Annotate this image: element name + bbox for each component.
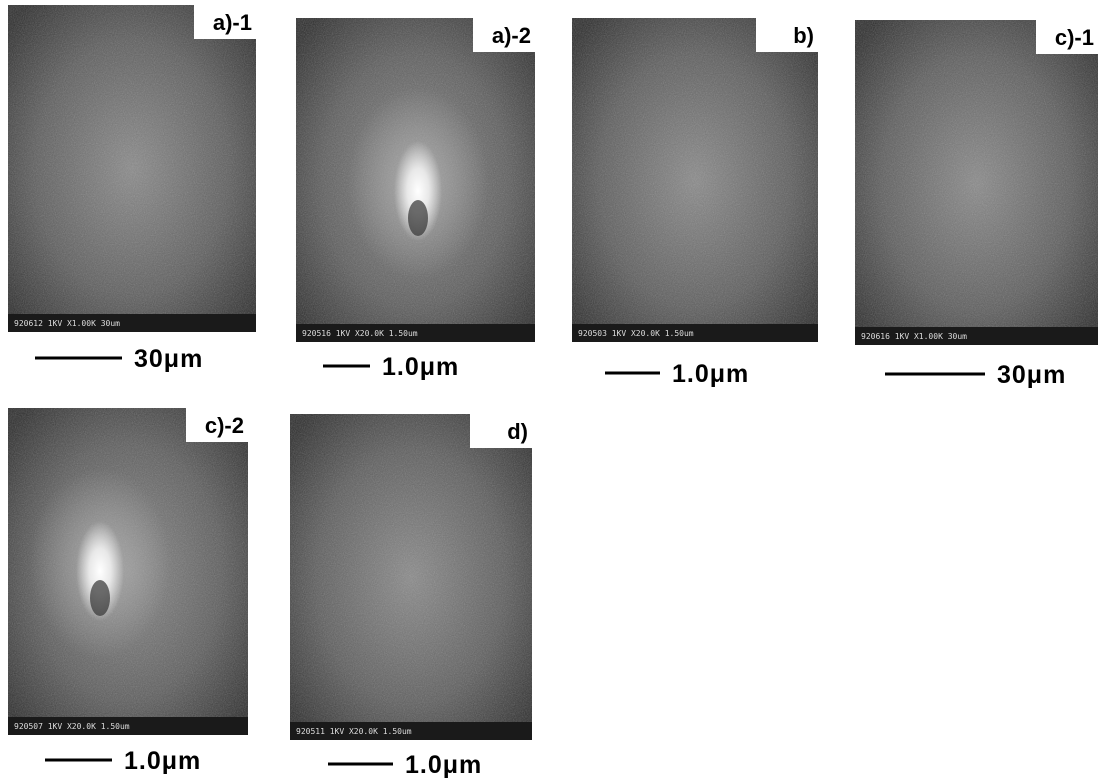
panel-label: a)-2 [492, 23, 531, 48]
footer-text: 920511 1KV X20.0K 1.50um [296, 727, 412, 736]
micrograph-panel: 920507 1KV X20.0K 1.50um c)-2 1.0μm [8, 408, 248, 775]
footer-text: 920503 1KV X20.0K 1.50um [578, 329, 694, 338]
feature-core [90, 580, 110, 616]
label-box [186, 408, 248, 442]
footer-strip [572, 324, 818, 342]
micrograph-panel: 920612 1KV X1.00K 30um a)-1 30μm [8, 5, 256, 373]
scale-label: 30μm [997, 361, 1066, 389]
bright-feature [394, 141, 442, 241]
label-box [470, 414, 532, 448]
scale-label: 1.0μm [405, 751, 482, 779]
label-box [1036, 20, 1098, 54]
footer-text: 920612 1KV X1.00K 30um [14, 319, 120, 328]
scale-label: 1.0μm [382, 353, 459, 381]
footer-text: 920507 1KV X20.0K 1.50um [14, 722, 130, 731]
micrograph-noise [290, 414, 532, 740]
bright-feature [76, 521, 124, 621]
micrograph-noise [855, 20, 1098, 345]
scale-label: 30μm [134, 345, 203, 373]
micrograph-noise [8, 5, 256, 332]
micrograph-panel: 920511 1KV X20.0K 1.50um d) 1.0μm [290, 414, 532, 779]
footer-text: 920516 1KV X20.0K 1.50um [302, 329, 418, 338]
label-box [194, 5, 256, 39]
micrograph-panel: 920503 1KV X20.0K 1.50um b) 1.0μm [572, 18, 818, 388]
panel-label: c)-2 [205, 413, 244, 438]
panel-label: a)-1 [213, 10, 252, 35]
footer-strip [296, 324, 535, 342]
scale-label: 1.0μm [672, 360, 749, 388]
label-box [756, 18, 818, 52]
label-box [473, 18, 535, 52]
micrograph-panel: 920516 1KV X20.0K 1.50um a)-2 1.0μm [296, 18, 535, 381]
panel-label: d) [507, 419, 528, 444]
scale-label: 1.0μm [124, 747, 201, 775]
panel-label: c)-1 [1055, 25, 1094, 50]
footer-strip [8, 717, 248, 735]
feature-core [408, 200, 428, 236]
footer-strip [8, 314, 256, 332]
micrograph-panel: 920616 1KV X1.00K 30um c)-1 30μm [855, 20, 1098, 389]
micrograph-noise [572, 18, 818, 342]
footer-strip [855, 327, 1098, 345]
panel-label: b) [793, 23, 814, 48]
footer-text: 920616 1KV X1.00K 30um [861, 332, 967, 341]
footer-strip [290, 722, 532, 740]
